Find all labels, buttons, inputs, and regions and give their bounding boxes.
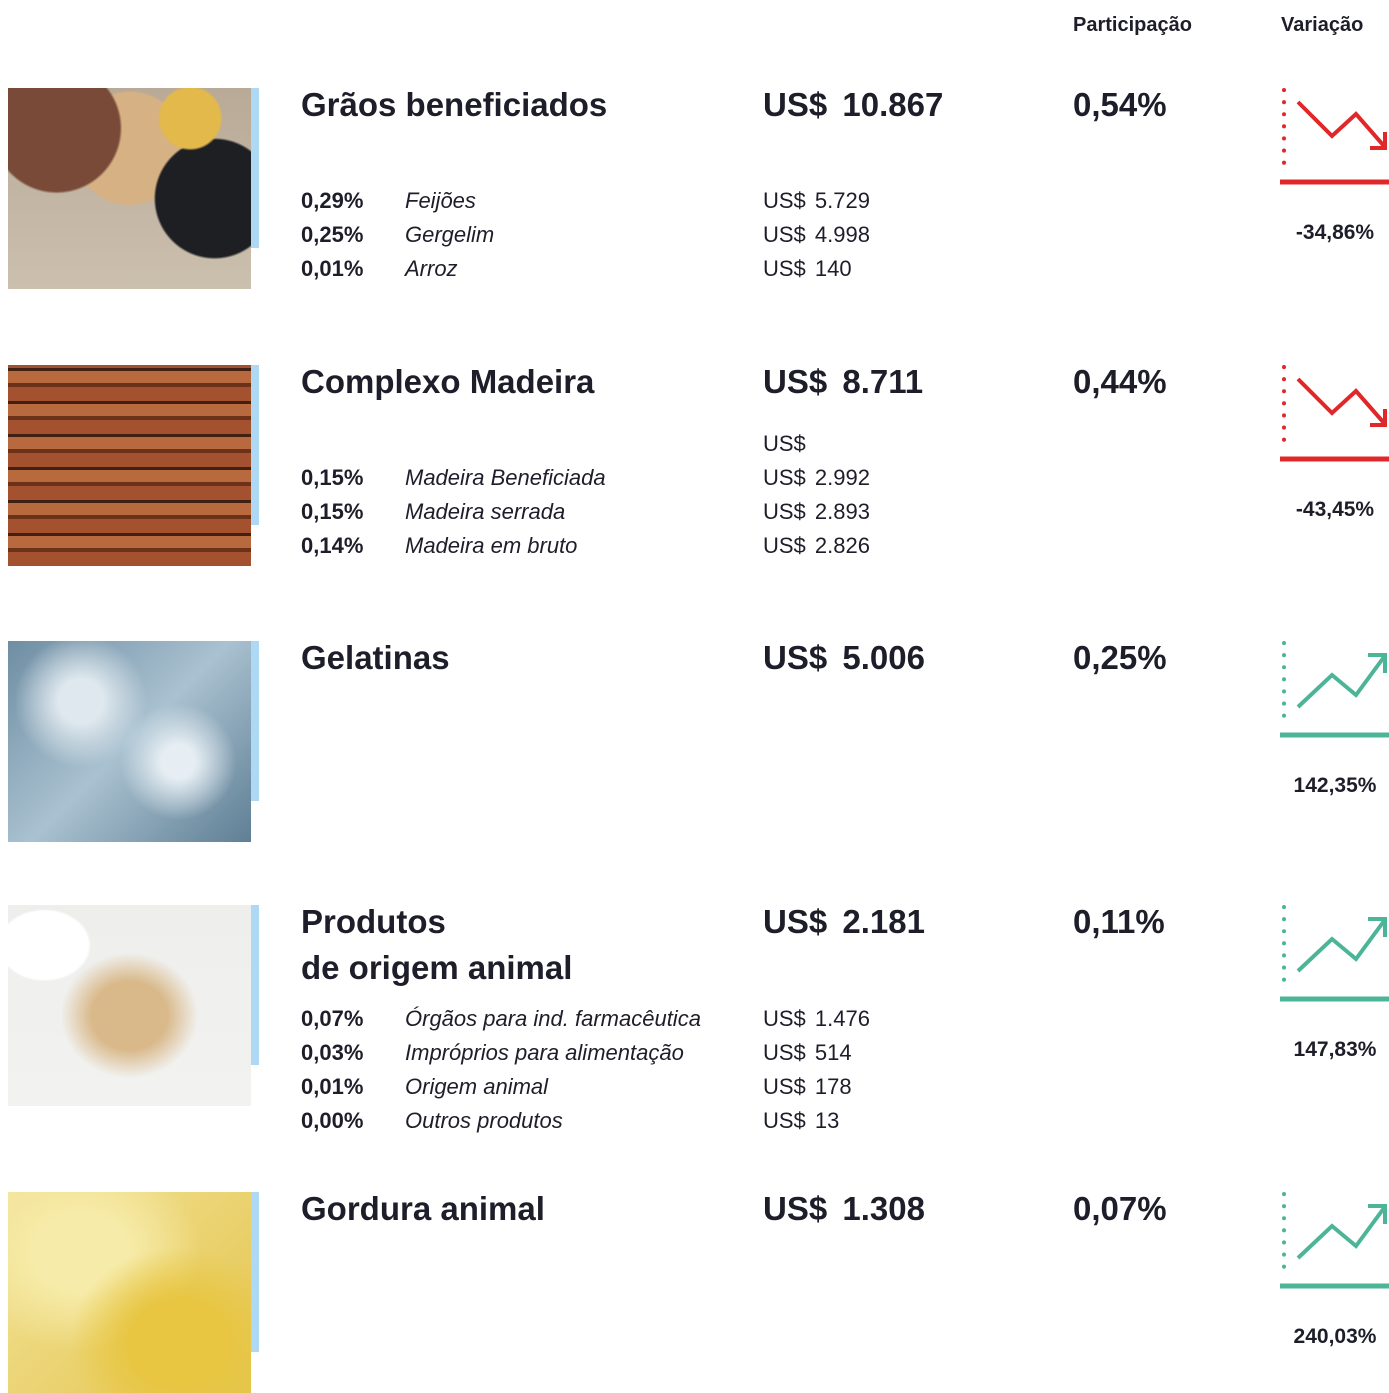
item-value: US$ 2.826: [763, 529, 870, 563]
row-title: Grãos beneficiados: [301, 82, 607, 128]
row-value: US$ 10.867: [763, 82, 943, 128]
item-name: Madeira serrada: [405, 495, 565, 529]
item-name: Madeira Beneficiada: [405, 461, 606, 495]
photo: [8, 905, 251, 1106]
item-name: Origem animal: [405, 1070, 548, 1104]
item-share: 0,00%: [301, 1104, 363, 1138]
item-value: US$ 5.729: [763, 184, 870, 218]
item-value: US$: [763, 427, 806, 461]
photo: [8, 88, 251, 289]
row-change: 142,35%: [1280, 774, 1389, 798]
row-change: 147,83%: [1280, 1038, 1389, 1062]
item-share: 0,29%: [301, 184, 363, 218]
trend-down-icon: [1280, 357, 1389, 467]
item-share: 0,25%: [301, 218, 363, 252]
item-share: 0,01%: [301, 1070, 363, 1104]
item-value: US$ 514: [763, 1036, 852, 1070]
item-value: US$ 13: [763, 1104, 839, 1138]
item-value: US$ 4.998: [763, 218, 870, 252]
item-value: US$ 178: [763, 1070, 852, 1104]
item-name: Arroz: [405, 252, 458, 286]
row-share: 0,44%: [1073, 359, 1167, 405]
trend-down-icon: [1280, 80, 1389, 190]
item-value: US$ 2.893: [763, 495, 870, 529]
accent-bar: [251, 905, 259, 1065]
row-share: 0,25%: [1073, 635, 1167, 681]
item-share: 0,01%: [301, 252, 363, 286]
row-share: 0,11%: [1073, 899, 1165, 945]
item-share: 0,15%: [301, 495, 363, 529]
photo: [8, 641, 251, 842]
row-title: Complexo Madeira: [301, 359, 594, 405]
row-share: 0,54%: [1073, 82, 1167, 128]
accent-bar: [251, 1192, 259, 1352]
item-name: Órgãos para ind. farmacêutica: [405, 1002, 701, 1036]
row-title: Gelatinas: [301, 635, 450, 681]
item-name: Feijões: [405, 184, 476, 218]
trend-up-icon: [1280, 897, 1389, 1007]
accent-bar: [251, 641, 259, 801]
accent-bar: [251, 365, 259, 525]
row-share: 0,07%: [1073, 1186, 1167, 1232]
item-value: US$ 2.992: [763, 461, 870, 495]
row-title: Produtos de origem animal: [301, 899, 572, 991]
item-name: Impróprios para alimentação: [405, 1036, 684, 1070]
item-value: US$ 1.476: [763, 1002, 870, 1036]
item-share: 0,15%: [301, 461, 363, 495]
row-change: -34,86%: [1280, 221, 1389, 245]
photo: [8, 1192, 251, 1393]
row-change: 240,03%: [1280, 1325, 1389, 1349]
page: Participação Variação (() => { const dat…: [0, 0, 1389, 1386]
row-value: US$ 5.006: [763, 635, 925, 681]
row-title: Gordura animal: [301, 1186, 545, 1232]
item-value: US$ 140: [763, 252, 852, 286]
row-change: -43,45%: [1280, 498, 1389, 522]
trend-up-icon: [1280, 1184, 1389, 1294]
trend-up-icon: [1280, 633, 1389, 743]
item-share: 0,03%: [301, 1036, 363, 1070]
row-value: US$ 8.711: [763, 359, 923, 405]
photo: [8, 365, 251, 566]
item-name: Outros produtos: [405, 1104, 563, 1138]
header-change: Variação: [1281, 14, 1363, 37]
row-value: US$ 2.181: [763, 899, 925, 945]
item-share: 0,14%: [301, 529, 363, 563]
item-name: Gergelim: [405, 218, 494, 252]
header-share: Participação: [1073, 14, 1192, 37]
item-share: 0,07%: [301, 1002, 363, 1036]
item-name: Madeira em bruto: [405, 529, 577, 563]
accent-bar: [251, 88, 259, 248]
row-value: US$ 1.308: [763, 1186, 925, 1232]
